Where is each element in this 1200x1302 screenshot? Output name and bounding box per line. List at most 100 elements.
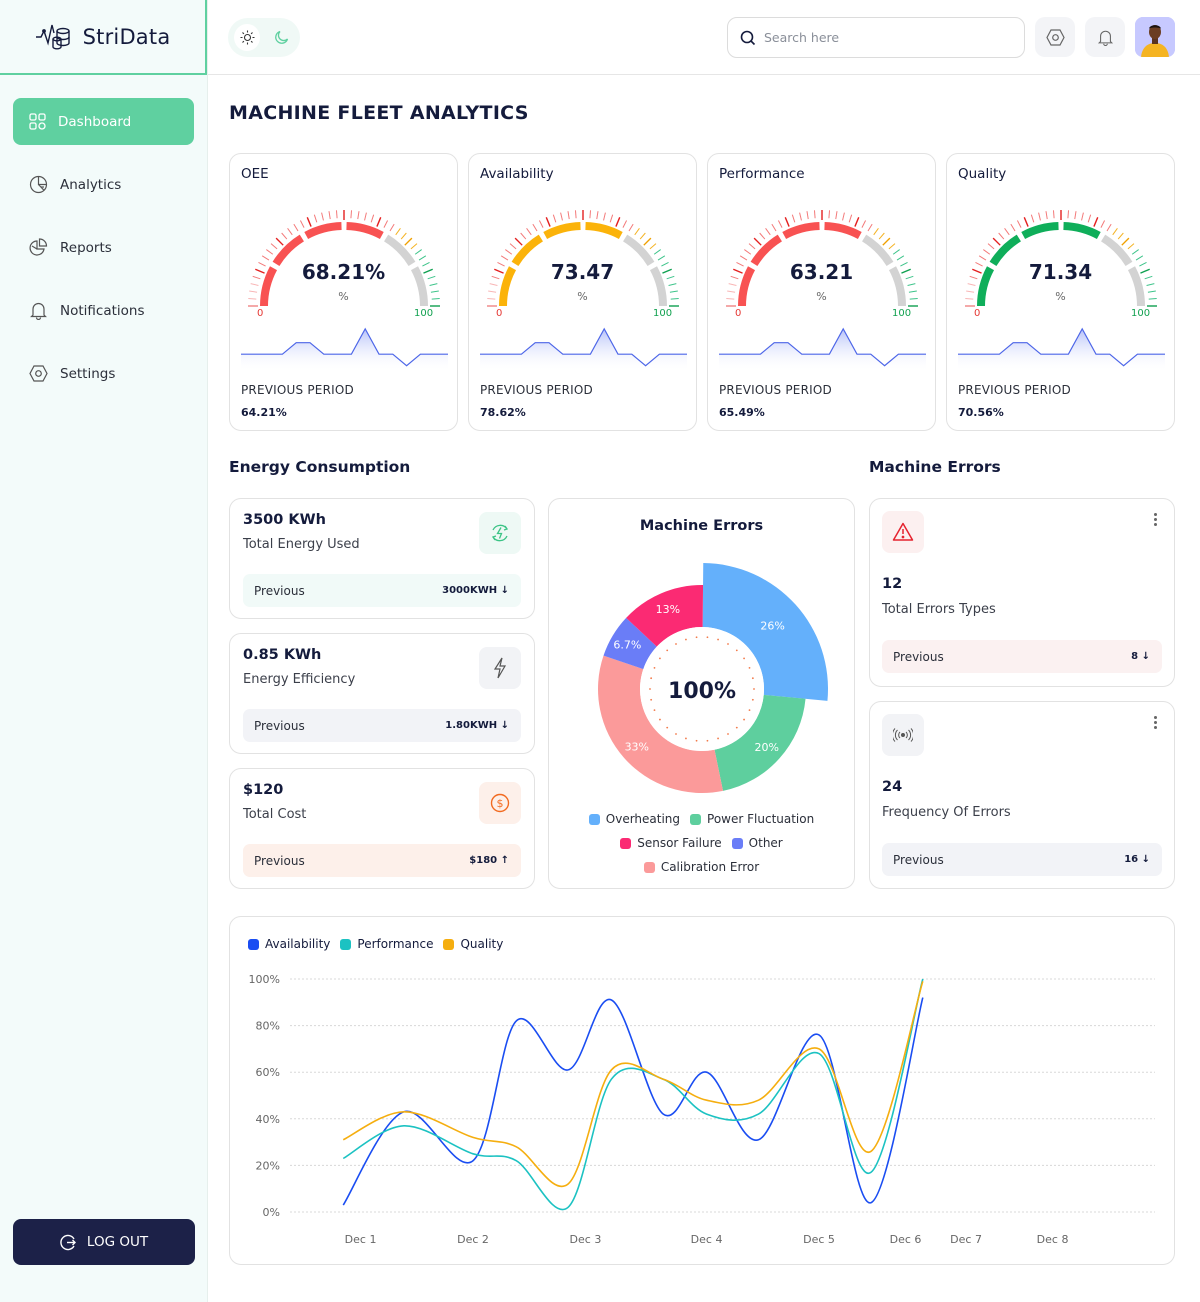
gauge-tick (1010, 223, 1016, 232)
gauge-tick (900, 261, 908, 267)
donut-center-dot (649, 688, 651, 690)
legend-item-availability[interactable]: Availability (248, 937, 330, 951)
sidebar-item-dashboard[interactable]: Dashboard (13, 98, 194, 145)
gauge-tick (252, 275, 261, 280)
legend-swatch (643, 861, 655, 873)
sparkline (719, 327, 926, 370)
previous-period-label: PREVIOUS PERIOD (958, 383, 1071, 397)
stat-label: Total Cost (243, 807, 307, 822)
gauge-tick (357, 211, 360, 220)
gauge-tick (777, 220, 783, 228)
previous-row: Previous 3000KWH ↓ (243, 574, 521, 607)
sidebar-item-label: Settings (60, 365, 116, 382)
gauge-tick (1038, 212, 1041, 221)
legend-item[interactable]: Other (731, 836, 783, 850)
user-avatar[interactable] (1135, 17, 1175, 57)
notifications-button[interactable] (1085, 17, 1125, 57)
gauge-tick (907, 283, 916, 286)
dollar-coin-icon: $ (490, 793, 510, 813)
legend-item[interactable]: Power Fluctuation (690, 812, 814, 826)
dark-mode-button[interactable] (268, 24, 294, 51)
donut-center-dot (748, 666, 751, 669)
sidebar-item-reports[interactable]: Reports (13, 224, 194, 271)
legend-item-performance[interactable]: Performance (340, 937, 433, 951)
donut-center-dot (675, 643, 677, 645)
donut-center (640, 627, 764, 751)
app-logo[interactable]: StriData (0, 0, 207, 75)
gauge-tick (791, 214, 796, 223)
gauge-tick (1139, 261, 1147, 267)
y-tick-label: 80% (256, 1020, 280, 1033)
error-value: 12 (882, 576, 903, 592)
sidebar-item-analytics[interactable]: Analytics (13, 161, 194, 208)
gauge-arc-filled (1063, 222, 1101, 240)
search-input[interactable] (764, 30, 1004, 45)
energy-card-total: 3500 KWh Total Energy Used Previous 3000… (229, 498, 535, 619)
gauge-arc-filled (260, 266, 278, 307)
donut-slice-calibration-error[interactable] (598, 655, 723, 793)
gauge-card-quality: Quality 71.34% 0 100 PREVIOUS PERIOD 70.56% (946, 153, 1175, 431)
sidebar-item-settings[interactable]: Settings (13, 350, 194, 397)
gauge-tick (431, 297, 440, 300)
gauge-tick (1030, 214, 1035, 223)
logout-button[interactable]: LOG OUT (13, 1219, 195, 1265)
legend-item[interactable]: Calibration Error (643, 860, 759, 874)
gauge-tick (615, 217, 621, 227)
gauge-max-label: 100 (892, 308, 912, 319)
gauge-tick (854, 217, 860, 227)
legend-label: Availability (265, 937, 331, 951)
stat-value: 3500 KWh (243, 512, 326, 528)
gauge-unit: % (816, 290, 827, 303)
gauge-tick (526, 228, 532, 236)
gauge-tick (878, 232, 885, 240)
sidebar-item-label: Analytics (60, 176, 122, 193)
gauge-arc-filled (977, 266, 995, 307)
x-tick-label: Dec 2 (457, 1233, 489, 1246)
donut-slice-overheating[interactable] (702, 563, 828, 701)
sparkline (958, 327, 1165, 370)
donut-center-dot (659, 718, 661, 721)
gauge-tick (364, 212, 367, 221)
more-options-button[interactable] (1148, 714, 1162, 734)
donut-slice-other[interactable] (603, 617, 657, 670)
settings-button[interactable] (1035, 17, 1075, 57)
gauge-arc-filled (1021, 222, 1059, 240)
error-card-total-types: 12 Total Errors Types Previous 8 ↓ (869, 498, 1175, 687)
gauge-tick (1016, 220, 1022, 228)
gauge-tick (730, 275, 739, 280)
gauge-tick (882, 237, 891, 246)
theme-toggle[interactable] (228, 18, 300, 57)
light-mode-button[interactable] (234, 24, 260, 51)
trend-line-chart-card: Availability Performance Quality 0% 20% 40% 6… (229, 916, 1175, 1265)
legend-item[interactable]: Sensor Failure (620, 836, 722, 850)
legend-item[interactable]: Overheating (588, 812, 680, 826)
gauge-tick (835, 211, 838, 220)
donut-slice-sensor-failure[interactable] (626, 585, 704, 647)
previous-value-text: 1.80KWH (445, 720, 498, 731)
gauge-tick (589, 210, 592, 219)
more-options-button[interactable] (1148, 511, 1162, 531)
donut-center-dot (751, 698, 754, 701)
search-bar[interactable] (727, 17, 1025, 58)
sparkline-area (241, 328, 448, 370)
legend-item-quality[interactable]: Quality (443, 937, 503, 951)
donut-slice-power-fluctuation[interactable] (714, 694, 806, 791)
stat-label: Energy Efficiency (243, 672, 356, 687)
lightning-icon (493, 657, 507, 679)
gauge-tick (248, 297, 257, 300)
gauge-tick (806, 211, 809, 220)
error-value: 24 (882, 779, 903, 795)
gauge-arc-filled (824, 222, 862, 240)
gauge-tick (771, 223, 777, 232)
gauge-tick (739, 255, 748, 261)
gauge-tick (888, 243, 896, 250)
sidebar-item-notifications[interactable]: Notifications (13, 287, 194, 334)
gauge-tick (389, 223, 395, 232)
previous-label: Previous (254, 583, 305, 598)
app-name: StriData (82, 24, 171, 49)
gauge-tick (395, 228, 401, 236)
gauge-max-label: 100 (1131, 308, 1151, 319)
gauge-tick (1144, 275, 1153, 280)
gauge-tick (966, 290, 975, 293)
x-tick-label: Dec 6 (890, 1233, 922, 1246)
